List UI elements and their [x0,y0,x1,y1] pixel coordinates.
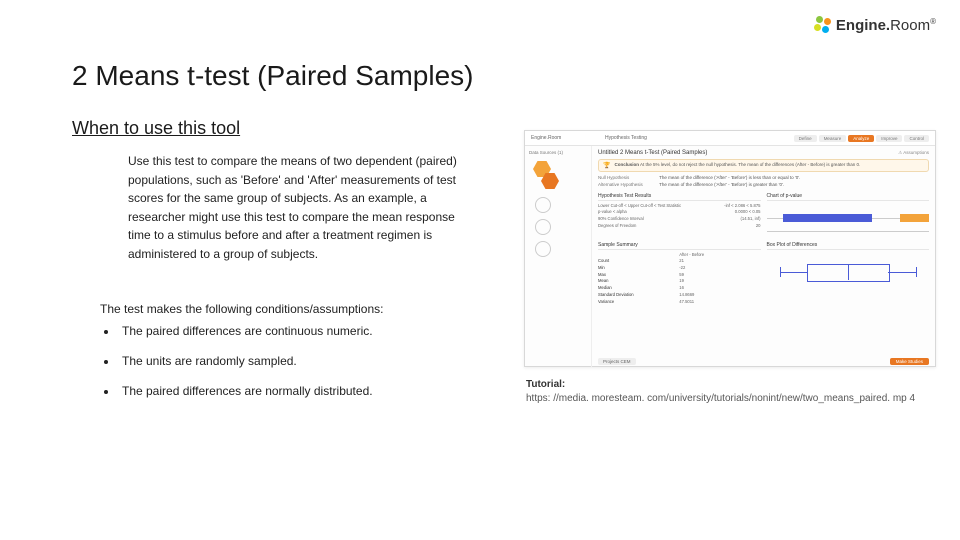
thumb-results: Hypothesis Test Results Lower Cut-off < … [598,193,761,232]
tab-control: Control [904,135,929,142]
brand-logo: Engine.Room® [814,16,936,34]
thumb-chart-pvalue: Chart of p-value [767,193,930,232]
thumb-bottom-left: Projects CEM [598,358,636,365]
tutorial-link: Tutorial: https: //media. moresteam. com… [526,378,936,406]
assumptions-lead: The test makes the following conditions/… [100,302,383,316]
page-title: 2 Means t-test (Paired Samples) [72,60,474,92]
thumb-section: Hypothesis Testing [605,135,647,141]
intro-paragraph: Use this test to compare the means of tw… [128,152,458,264]
tab-define: Define [794,135,817,142]
brand-logo-text: Engine.Room® [836,17,936,34]
thumb-tabs: Define Measure Analyze Improve Control [794,135,929,142]
thumb-sidebar-label: Data Sources (1) [529,150,587,155]
thumb-footer-button: Make Studies [890,358,929,365]
tab-analyze: Analyze [848,135,874,142]
thumb-brand: Engine.Room [531,135,561,141]
circle-icon [535,197,551,213]
circle-icon [535,241,551,257]
assumptions-list: The paired differences are continuous nu… [100,324,373,414]
list-item: The paired differences are normally dist… [118,384,373,398]
thumb-hypotheses: Null Hypothesis The mean of the differen… [598,175,929,189]
thumb-assumptions-warn: ⚠ Assumptions [898,150,929,156]
brand-logo-icon [814,16,832,34]
list-item: The units are randomly sampled. [118,354,373,368]
tutorial-label: Tutorial: [526,379,565,390]
app-screenshot: Engine.Room Hypothesis Testing Define Me… [524,130,936,367]
thumb-sample-summary: Sample Summary Count Min Max Mean Median… [598,236,761,306]
thumb-conclusion: 🏆 Conclusion At the 5% level, do not rej… [598,159,929,172]
thumb-sidebar: Data Sources (1) [525,146,592,367]
circle-icon [535,219,551,235]
thumb-title: Untitled 2 Means t-Test (Paired Samples) [598,150,707,156]
list-item: The paired differences are continuous nu… [118,324,373,338]
trophy-icon: 🏆 [603,162,610,169]
tutorial-url[interactable]: https: //media. moresteam. com/universit… [526,393,915,404]
section-heading: When to use this tool [72,118,240,139]
thumb-chart-boxplot: Box Plot of Differences [767,236,930,306]
tab-measure: Measure [819,135,847,142]
tab-improve: Improve [876,135,902,142]
